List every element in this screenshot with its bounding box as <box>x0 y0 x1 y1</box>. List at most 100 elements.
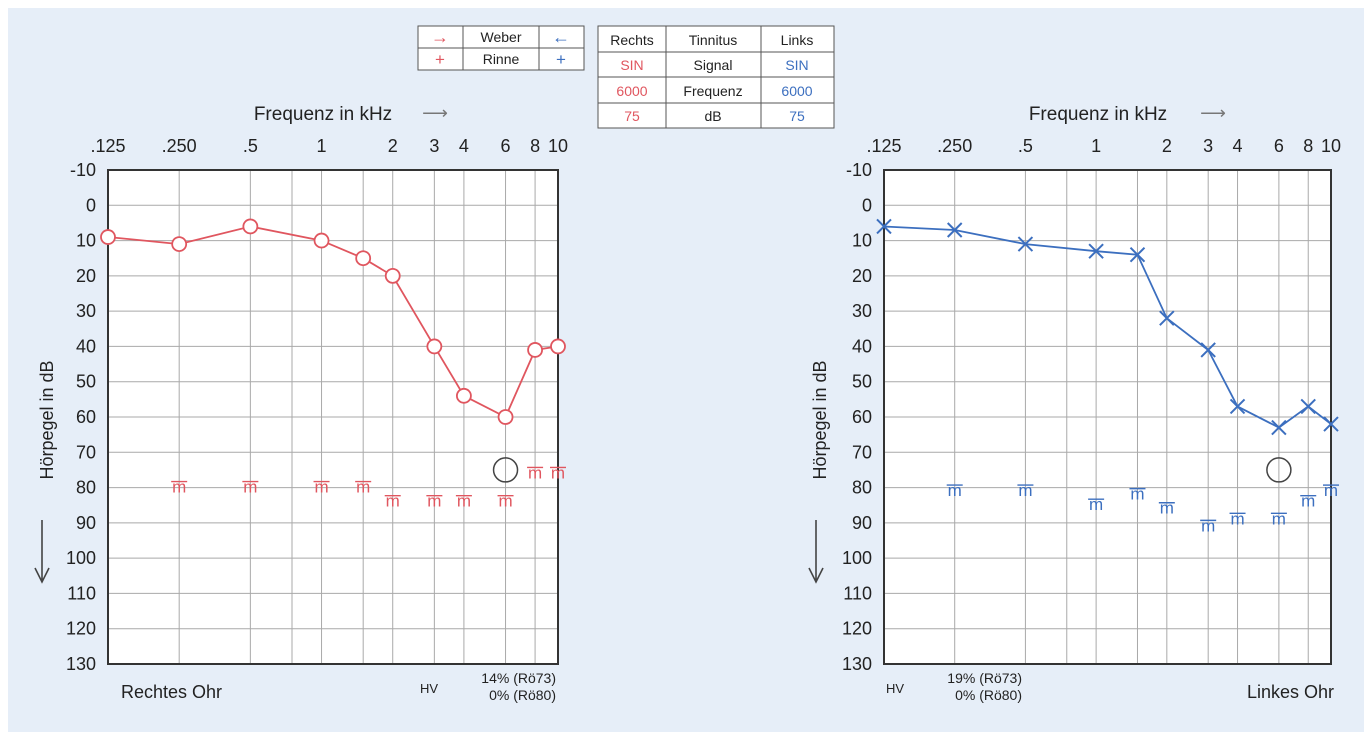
left-y-tick-label: 80 <box>852 478 872 498</box>
right-air-conduction-point <box>497 409 514 425</box>
left-y-tick-label: 40 <box>852 336 872 356</box>
left-uncomfortable-level-marker: m <box>1324 481 1338 500</box>
weber-right-arrow-icon: → <box>431 27 449 47</box>
right-down-arrow-icon <box>34 520 50 584</box>
right-y-tick-label: 60 <box>76 407 96 427</box>
right-x-tick-label: 6 <box>501 136 511 156</box>
right-plot-frame <box>107 169 559 665</box>
tinnitus-left-frequency: 6000 <box>781 83 812 99</box>
audiogram-sheet: → Weber ← + Rinne + Rechts Tinnitus Link… <box>8 8 1364 732</box>
left-x-tick-label: 1 <box>1091 136 1101 156</box>
right-ear-audiogram: Frequenz in kHz ⟶ Hörpegel in dB Rechtes… <box>34 103 568 703</box>
left-plot-frame <box>883 169 1332 665</box>
right-y-tick-label: 40 <box>76 336 96 356</box>
right-uncomfortable-level-marker: m <box>314 478 328 497</box>
right-uncomfortable-level-marker: m <box>172 478 186 497</box>
right-hv-value-2: 0% (Rö80) <box>489 687 556 703</box>
left-x-tick-label: 6 <box>1274 136 1284 156</box>
left-hv-value-2: 0% (Rö80) <box>955 687 1022 703</box>
left-air-conduction-point <box>1323 416 1339 432</box>
tinnitus-frequency-label: Frequenz <box>683 83 742 99</box>
left-uncomfortable-level-marker: m <box>1272 509 1286 528</box>
right-hv-value-1: 14% (Rö73) <box>481 670 556 686</box>
left-air-conduction-point <box>1088 243 1104 259</box>
left-y-tick-label: 100 <box>842 548 872 568</box>
right-y-tick-label: 120 <box>66 619 96 639</box>
left-x-tick-label: .5 <box>1018 136 1033 156</box>
left-y-tick-label: 110 <box>843 583 872 603</box>
right-uncomfortable-level-marker: m <box>551 463 565 482</box>
right-x-tick-label: .250 <box>162 136 197 156</box>
tinnitus-db-label: dB <box>704 108 721 124</box>
left-tinnitus-marker <box>1266 457 1292 483</box>
left-down-arrow-icon <box>808 520 824 584</box>
right-air-conduction-point <box>550 338 566 355</box>
right-x-axis-arrow-icon: ⟶ <box>422 103 448 123</box>
right-x-tick-label: 4 <box>459 136 469 156</box>
right-y-tick-label: 20 <box>76 266 96 286</box>
left-uncomfortable-level-marker: m <box>1301 492 1315 511</box>
left-air-conduction-point <box>1017 236 1034 252</box>
right-air-conduction-point <box>384 267 401 284</box>
right-uncomfortable-level-marker: m <box>498 492 512 511</box>
tinnitus-header-left: Links <box>781 32 814 48</box>
rinne-left-plus-icon: + <box>556 50 566 69</box>
left-y-tick-label: 120 <box>842 619 872 639</box>
left-y-tick-label: 90 <box>852 513 872 533</box>
left-hv-label: HV <box>886 681 904 696</box>
left-x-tick-label: 8 <box>1303 136 1313 156</box>
right-y-tick-label: 90 <box>76 513 96 533</box>
audiogram-figure: → Weber ← + Rinne + Rechts Tinnitus Link… <box>34 25 1341 703</box>
right-y-tick-label: 70 <box>76 442 96 462</box>
right-air-conduction-point <box>527 342 543 358</box>
left-x-tick-label: 10 <box>1321 136 1341 156</box>
right-hv-label: HV <box>420 681 438 696</box>
left-y-tick-label: -10 <box>846 160 872 180</box>
right-x-tick-label: .125 <box>90 136 125 156</box>
tinnitus-right-frequency: 6000 <box>616 83 647 99</box>
left-air-conduction-point <box>1129 246 1146 263</box>
left-uncomfortable-level-marker: m <box>1089 495 1103 514</box>
left-y-tick-label: 50 <box>852 372 872 392</box>
right-y-tick-label: 0 <box>86 195 96 215</box>
left-x-tick-label: .125 <box>866 136 901 156</box>
left-x-tick-label: 4 <box>1233 136 1243 156</box>
right-uncomfortable-level-marker: m <box>457 492 471 511</box>
left-air-conduction-point <box>1200 342 1216 358</box>
right-uncomfortable-level-marker: m <box>356 478 370 497</box>
weber-rinne-legend: → Weber ← + Rinne + <box>417 25 585 71</box>
right-x-tick-label: 2 <box>388 136 398 156</box>
right-air-conduction-point <box>242 218 259 235</box>
right-y-tick-label: 10 <box>76 231 96 251</box>
left-uncomfortable-level-marker: m <box>1160 499 1174 518</box>
right-tinnitus-marker <box>492 457 519 483</box>
right-y-tick-label: 110 <box>67 583 96 603</box>
tinnitus-right-db: 75 <box>624 108 640 124</box>
right-air-conduction-point <box>171 236 188 253</box>
right-y-tick-label: 30 <box>76 301 96 321</box>
rinne-label: Rinne <box>483 51 520 67</box>
left-uncomfortable-level-marker: m <box>948 481 962 500</box>
right-air-conduction-point <box>456 387 472 404</box>
tinnitus-left-signal: SIN <box>785 57 808 73</box>
right-uncomfortable-level-marker: m <box>243 478 257 497</box>
left-air-conduction-point <box>1229 398 1246 415</box>
left-y-tick-label: 0 <box>862 195 872 215</box>
right-y-tick-label: 130 <box>66 654 96 674</box>
right-air-conduction-point <box>426 338 443 355</box>
tinnitus-header-title: Tinnitus <box>689 32 738 48</box>
tinnitus-signal-label: Signal <box>694 57 733 73</box>
left-y-tick-label: 70 <box>852 442 872 462</box>
left-x-axis-arrow-icon: ⟶ <box>1200 103 1226 123</box>
right-x-tick-label: 3 <box>429 136 439 156</box>
left-uncomfortable-level-marker: m <box>1230 509 1244 528</box>
rinne-right-plus-icon: + <box>435 50 445 69</box>
left-x-tick-label: 2 <box>1162 136 1172 156</box>
weber-left-arrow-icon: ← <box>552 27 570 47</box>
left-x-tick-label: .250 <box>937 136 972 156</box>
right-ear-label: Rechtes Ohr <box>121 682 222 702</box>
left-y-tick-label: 10 <box>852 231 872 251</box>
right-y-tick-label: -10 <box>70 160 96 180</box>
right-y-tick-label: 100 <box>66 548 96 568</box>
right-uncomfortable-level-marker: m <box>528 463 542 482</box>
